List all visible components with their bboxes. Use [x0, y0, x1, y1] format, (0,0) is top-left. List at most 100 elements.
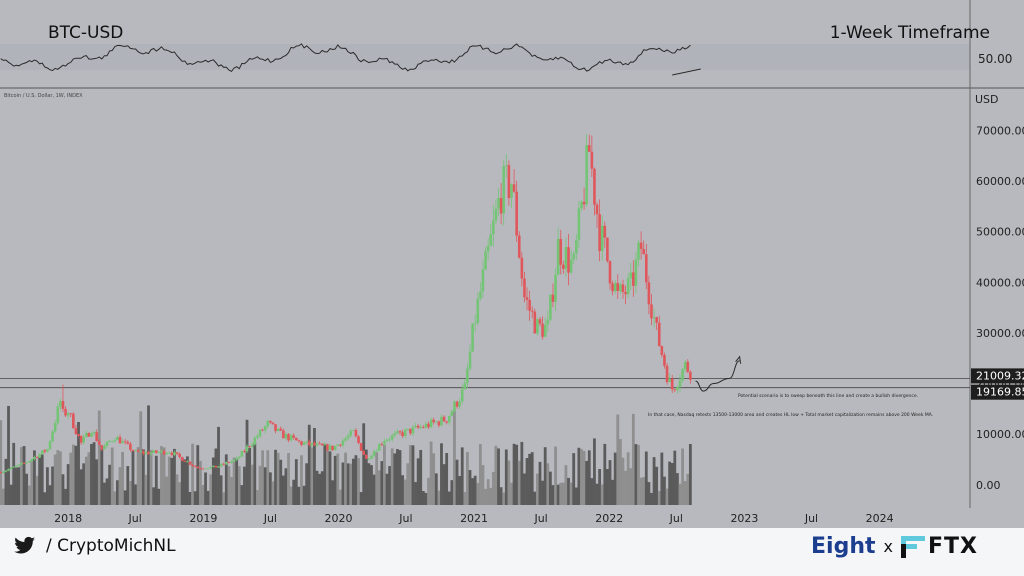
candle-body: [258, 429, 262, 437]
volume-bar: [157, 488, 161, 505]
candle-body: [388, 439, 391, 441]
volume-bar: [103, 482, 106, 505]
price-axis: 0.0010000.0020000.0030000.0040000.005000…: [971, 124, 1024, 492]
volume-bar: [590, 478, 594, 505]
volume-bar: [320, 471, 324, 505]
rsi-line: [0, 43, 691, 73]
candle-body: [118, 437, 122, 444]
y-tick-label: 50000.00: [976, 226, 1024, 239]
candle-body: [598, 214, 601, 252]
volume-bar: [554, 446, 557, 505]
candle-body: [559, 238, 563, 265]
candle-body: [455, 401, 459, 407]
volume-bar: [367, 463, 371, 505]
candle-body: [595, 204, 599, 215]
price-badge: [971, 368, 1024, 384]
candle-body: [121, 441, 124, 444]
candle-body: [95, 432, 98, 442]
candle-body: [523, 278, 526, 298]
volume-bar: [383, 444, 386, 505]
volume-bar: [683, 481, 687, 505]
candle-body: [632, 272, 635, 286]
candle-body: [683, 361, 687, 370]
candle-body: [105, 441, 109, 446]
candle-body: [318, 443, 321, 445]
volume-bar: [302, 485, 306, 505]
candle-body: [613, 283, 617, 292]
candle-body: [201, 468, 205, 470]
candle-body: [383, 441, 386, 445]
volume-bar: [450, 480, 454, 505]
volume-bar: [105, 478, 109, 505]
candle-body: [279, 428, 283, 431]
volume-bar: [69, 452, 73, 505]
volume-bar: [33, 450, 36, 505]
candle-body: [269, 420, 272, 423]
candle-body: [199, 468, 202, 470]
candle-body: [510, 184, 513, 199]
x-tick-label: 2020: [325, 512, 353, 525]
volume-bar: [681, 448, 684, 505]
candle-body: [344, 438, 347, 441]
volume-bar: [600, 484, 604, 505]
x-tick-label: 2023: [730, 512, 758, 525]
candle-body: [183, 460, 187, 462]
y-tick-label: 60000.00: [976, 175, 1024, 188]
volume-bar: [289, 486, 293, 505]
volume-bar: [401, 475, 404, 505]
x-tick-label: Jul: [128, 512, 142, 525]
volume-bar: [341, 462, 345, 505]
volume-bar: [222, 492, 226, 505]
volume-bar: [455, 459, 459, 505]
price-badge-label: 19169.85: [976, 386, 1024, 399]
volume-bar: [116, 480, 119, 505]
volume-bar: [152, 487, 156, 505]
projection-path: [695, 360, 740, 392]
brand-logos: Eight x FTX: [811, 534, 978, 559]
volume-bar: [134, 484, 137, 505]
volume-bar: [655, 466, 659, 505]
candle-body: [256, 436, 259, 438]
candle-body: [165, 453, 168, 455]
candle-body: [134, 450, 137, 452]
candle-body: [574, 240, 578, 254]
candle-body: [51, 431, 54, 442]
candle-body: [27, 460, 31, 463]
volume-bar: [74, 445, 78, 505]
candle-body: [364, 454, 368, 459]
candle-body: [567, 247, 570, 273]
volume-bar: [331, 480, 334, 505]
candle-body: [263, 426, 267, 431]
volume-bar: [38, 456, 42, 505]
candle-body: [600, 225, 604, 252]
volume-bar: [606, 468, 609, 505]
volume-bar: [173, 448, 176, 505]
volume-bar: [268, 472, 272, 505]
candle-body: [346, 435, 350, 439]
eight-logo: Eight: [811, 534, 876, 559]
author-handle[interactable]: / CryptoMichNL: [14, 536, 176, 556]
volume-bar: [673, 450, 677, 505]
candle-body: [486, 245, 490, 252]
volume-bar: [551, 485, 555, 505]
volume-bar: [398, 450, 402, 505]
volume-bar: [136, 447, 140, 505]
candle-body: [224, 462, 228, 465]
candle-body: [611, 283, 614, 292]
candle-body: [481, 269, 485, 292]
candle-body: [676, 387, 679, 390]
volume-bar: [61, 474, 65, 505]
volume-bar: [217, 426, 220, 505]
volume-bar: [644, 451, 648, 505]
candle-body: [357, 436, 360, 444]
candle-body: [562, 264, 565, 269]
volume-bars: [0, 405, 692, 505]
annotation-sweep: Potential scenario is to sweep beneath t…: [738, 393, 918, 399]
volume-bar: [167, 456, 171, 505]
volume-bar: [224, 454, 228, 505]
btc-weekly-chart[interactable]: 50.00 BTC-USD 1-Week Timeframe Bitcoin /…: [0, 0, 1024, 528]
candle-body: [533, 311, 537, 334]
volume-bar: [178, 482, 182, 505]
volume-bar: [657, 491, 661, 505]
volume-bar: [424, 492, 428, 505]
